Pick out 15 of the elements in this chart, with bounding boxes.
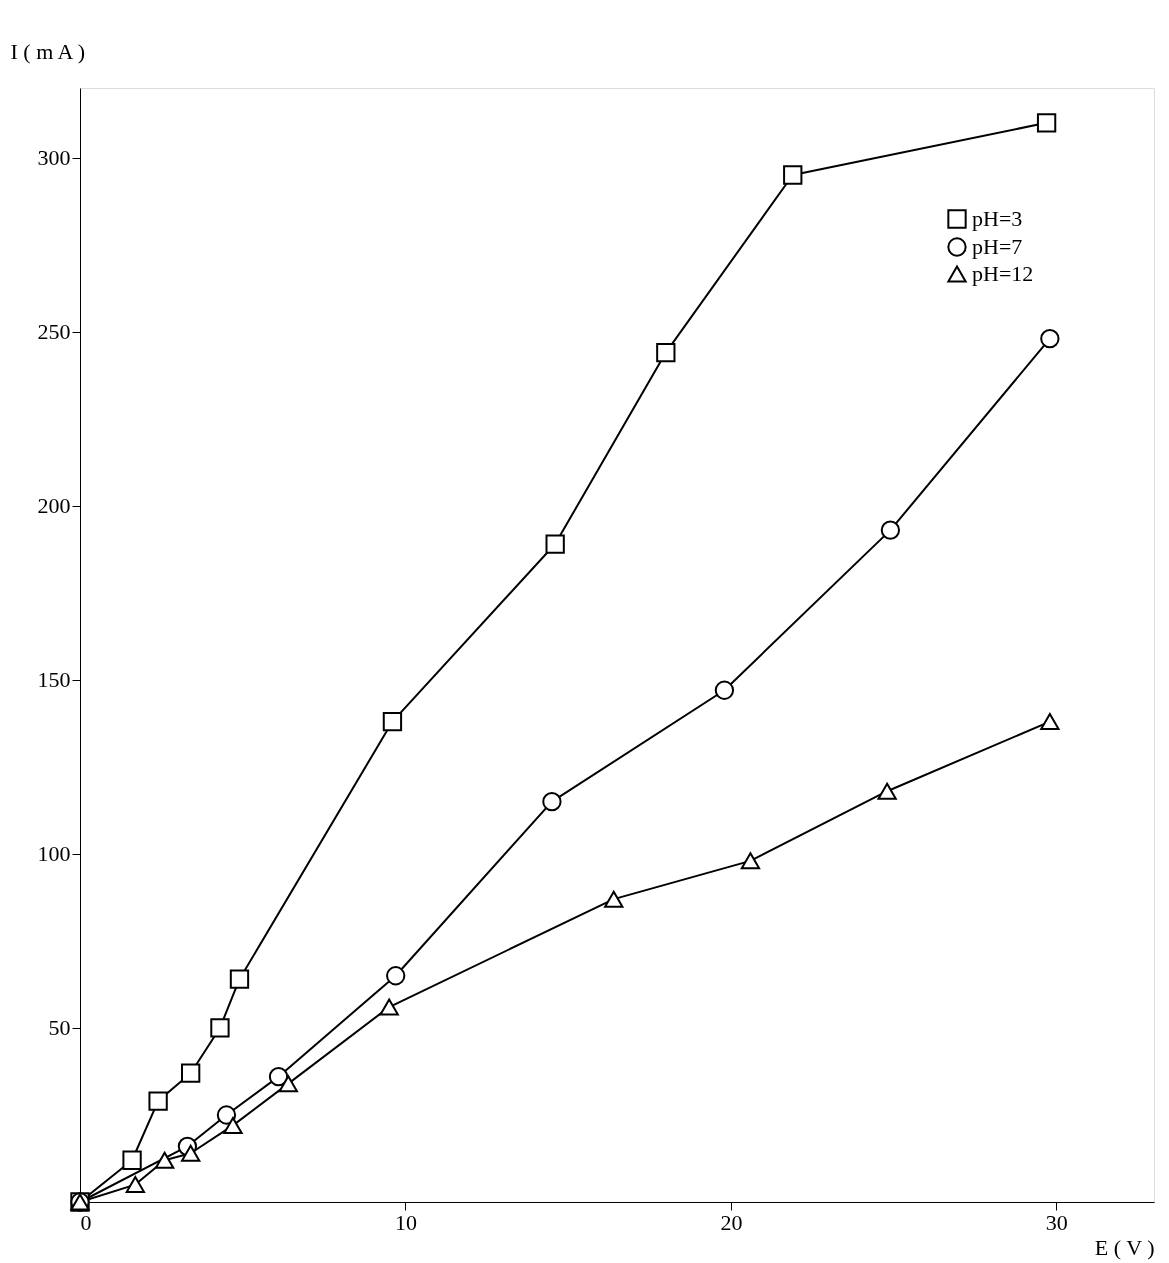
- y-axis-title: I ( m A ): [10, 38, 86, 64]
- x-tick-label: 10: [394, 1209, 417, 1235]
- y-tick-label: 200: [37, 493, 71, 519]
- x-tick-label: 20: [720, 1209, 743, 1235]
- y-tick-label: 150: [37, 667, 71, 693]
- x-axis-title: E ( V ): [1094, 1234, 1155, 1260]
- y-tick-label: 250: [37, 319, 71, 345]
- y-tick-label: 50: [48, 1015, 71, 1041]
- y-tick-label: 100: [37, 841, 71, 867]
- legend-label: pH=7: [972, 234, 1023, 259]
- y-tick-label: 300: [37, 145, 71, 171]
- legend-label: pH=3: [972, 206, 1023, 231]
- x-tick-label: 0: [80, 1209, 92, 1235]
- x-tick-label: 30: [1045, 1209, 1068, 1235]
- legend-label: pH=12: [972, 261, 1034, 286]
